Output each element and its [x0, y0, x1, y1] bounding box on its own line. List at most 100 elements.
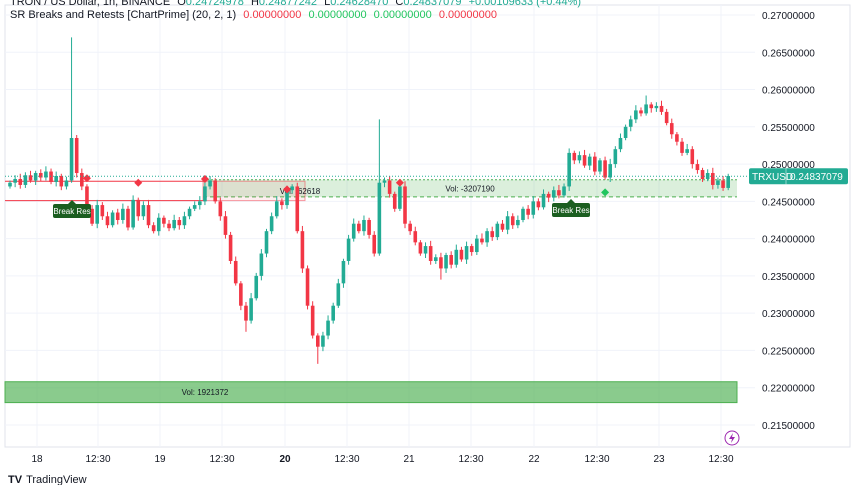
candle — [64, 176, 69, 190]
candle-body — [141, 205, 146, 217]
y-tick-label: 0.21500000 — [762, 421, 815, 432]
go-to-realtime-icon[interactable] — [724, 430, 740, 446]
candle — [377, 119, 382, 256]
candle-body — [516, 219, 520, 226]
candle — [295, 182, 300, 234]
candle-body — [644, 104, 648, 114]
candle-body — [156, 217, 161, 232]
x-tick-label: 12:30 — [85, 454, 110, 465]
candle-body — [198, 201, 202, 206]
candle — [392, 191, 397, 212]
candle — [685, 143, 689, 156]
candle-body — [341, 260, 346, 284]
candle — [172, 214, 176, 231]
signal-diamond-icon — [283, 185, 292, 194]
candle-body — [413, 231, 418, 243]
candle-body — [362, 219, 366, 232]
candle — [593, 152, 597, 176]
candle — [598, 158, 602, 175]
candle — [69, 37, 74, 183]
candle-body — [500, 223, 505, 230]
zone-volume-label: Vol: 1921372 — [182, 388, 229, 397]
candle-body — [239, 283, 243, 306]
candle-body — [598, 160, 602, 172]
indicator-legend[interactable]: SR Breaks and Retests [ChartPrime] (20, … — [10, 9, 501, 21]
candle — [418, 240, 423, 256]
candle — [572, 150, 577, 165]
candle-body — [316, 335, 320, 347]
candle — [115, 208, 120, 225]
candle-body — [551, 190, 556, 198]
candle — [341, 258, 346, 288]
candle-body — [567, 152, 571, 187]
candle — [33, 170, 38, 185]
signal-diamond-icon — [200, 174, 209, 183]
x-tick-label: 22 — [528, 454, 540, 465]
candle — [690, 146, 695, 169]
candle-body — [680, 141, 684, 153]
candle — [8, 180, 12, 189]
candle — [182, 211, 187, 229]
candle — [618, 133, 623, 153]
candle — [613, 146, 618, 168]
candle — [449, 251, 453, 269]
candle — [110, 210, 115, 228]
candle-body — [618, 137, 623, 150]
candle — [664, 108, 669, 126]
candle — [310, 301, 315, 339]
candle-body — [33, 173, 38, 181]
candle-body — [80, 173, 84, 187]
candle-body — [259, 253, 264, 276]
break-res-pointer — [567, 199, 575, 203]
candle — [156, 213, 161, 236]
candle-body — [228, 234, 233, 261]
candle-body — [572, 152, 577, 161]
candle — [680, 137, 684, 156]
candle — [326, 315, 330, 340]
price-tag — [749, 168, 848, 185]
candle — [485, 228, 489, 247]
candle — [131, 195, 135, 230]
candle — [100, 202, 105, 220]
candle — [136, 197, 141, 221]
candle-body — [490, 231, 495, 238]
candle — [439, 252, 443, 280]
symbol-legend: TRON / US Dollar, 1h, BINANCE O0.2472497… — [10, 0, 585, 8]
candle-body — [95, 205, 100, 224]
candle-body — [377, 182, 382, 254]
candle — [500, 219, 505, 232]
candle — [290, 184, 294, 194]
candle-body — [398, 186, 402, 209]
candle — [167, 219, 171, 232]
candle — [649, 102, 654, 113]
candle — [562, 183, 566, 198]
x-tick-label: 12:30 — [708, 454, 733, 465]
signal-diamond-icon — [134, 178, 143, 187]
y-tick-label: 0.26000000 — [762, 86, 815, 97]
candle-body — [121, 208, 125, 220]
candle-body — [521, 208, 525, 220]
candle-body — [274, 201, 279, 217]
candle-body — [100, 205, 105, 217]
candle — [223, 211, 228, 239]
candle-body — [115, 212, 120, 220]
candle — [526, 205, 530, 220]
candle-body — [146, 205, 151, 226]
lightning-icon — [729, 433, 735, 443]
candle-body — [162, 217, 166, 224]
candle-body — [131, 199, 135, 228]
candle — [454, 244, 459, 268]
candle — [13, 175, 17, 188]
candle-body — [664, 111, 669, 124]
candle — [151, 222, 156, 234]
open-label: O — [177, 0, 186, 8]
tradingview-logo[interactable]: TV TradingView — [8, 474, 87, 485]
candle-body — [675, 134, 679, 142]
candle — [121, 203, 125, 224]
candle-body — [562, 186, 566, 196]
candle-body — [136, 199, 141, 217]
indicator-value-4: 0.00000000 — [438, 9, 497, 21]
break-res-badge — [53, 204, 91, 218]
candle-body — [90, 208, 94, 224]
